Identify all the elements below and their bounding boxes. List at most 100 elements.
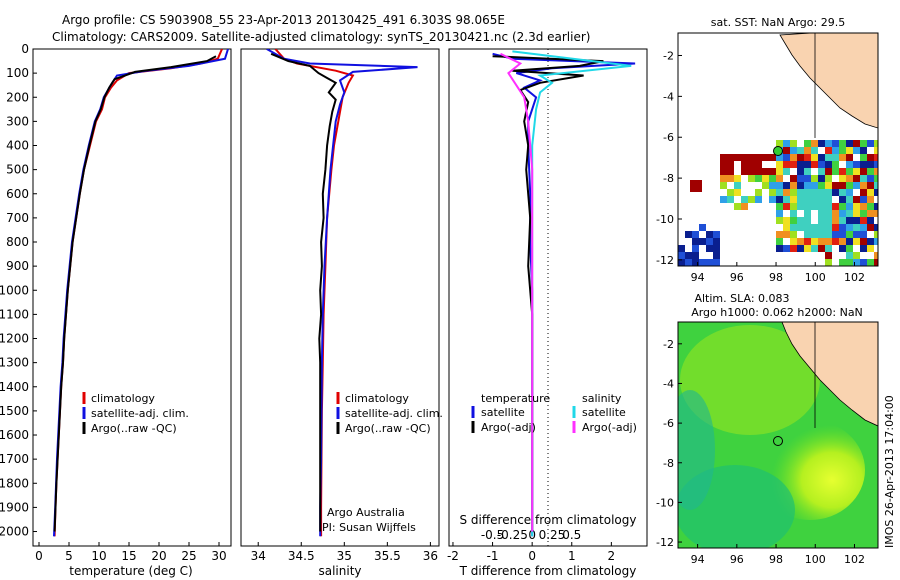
x-tick-label: 1 — [568, 549, 576, 563]
sst-cell — [825, 245, 832, 252]
sst-cell — [867, 203, 874, 210]
map-y-tick-label: -12 — [656, 254, 674, 267]
sst-cell — [811, 231, 818, 238]
sst-cell — [706, 238, 713, 245]
sst-cell — [790, 196, 797, 203]
sst-cell — [825, 231, 832, 238]
sst-cell — [776, 210, 783, 217]
x-tick-label: 34 — [251, 549, 266, 563]
sst-map-frame — [677, 32, 879, 267]
sla-map-frame — [677, 321, 879, 549]
sst-cell — [720, 196, 727, 203]
sst-cell — [846, 259, 853, 266]
map-y-tick-label: -8 — [663, 172, 674, 185]
sst-cell — [804, 245, 811, 252]
series-argo-raw-qc- — [270, 52, 338, 532]
sst-cell — [818, 182, 825, 189]
sst-cell — [860, 168, 867, 175]
sst-cell — [692, 231, 699, 238]
sla-low-area — [678, 390, 715, 510]
sst-cell — [811, 196, 818, 203]
sst-cell — [818, 224, 825, 231]
sst-cell — [811, 154, 818, 161]
sst-cell — [811, 245, 818, 252]
legend-label: satellite — [582, 406, 626, 419]
sst-cell — [797, 154, 804, 161]
sst-cell — [790, 203, 797, 210]
sst-cell — [853, 224, 860, 231]
sst-cell — [853, 182, 860, 189]
s-diff-tick-label: -0.5 — [481, 528, 504, 542]
map-x-tick-label: 98 — [769, 553, 783, 566]
sst-cell — [832, 182, 839, 189]
sst-cell — [860, 147, 867, 154]
salinity-difference-x-axis: -0.5-0.25 0 0.250.5 — [481, 528, 581, 542]
sst-cell — [797, 168, 804, 175]
sst-cell — [755, 161, 762, 168]
sla-high-area — [680, 325, 820, 435]
sst-cell — [727, 189, 734, 196]
depth-tick-label: 1100 — [0, 307, 29, 321]
sst-cell — [874, 147, 878, 154]
sst-cell — [706, 231, 713, 238]
sst-cell — [818, 238, 825, 245]
sst-cell — [741, 196, 748, 203]
map-y-tick-label: -10 — [656, 213, 674, 226]
salinity-legend: climatology satellite-adj. clim. Argo(..… — [322, 392, 443, 534]
sst-cell — [755, 168, 762, 175]
sst-cell — [846, 196, 853, 203]
x-tick-label: 25 — [181, 549, 196, 563]
sst-cell — [734, 203, 741, 210]
sst-cell — [853, 196, 860, 203]
sst-cell — [769, 175, 776, 182]
sst-cell — [685, 252, 692, 259]
sst-cell — [811, 224, 818, 231]
sst-cell — [755, 175, 762, 182]
depth-tick-label: 200 — [6, 90, 29, 104]
s-diff-tick-label: 0.25 — [539, 528, 566, 542]
sst-cell — [790, 210, 797, 217]
sst-cell — [797, 217, 804, 224]
map-x-tick-label: 94 — [691, 553, 705, 566]
x-tick-label: 2 — [608, 549, 616, 563]
sst-cell — [678, 259, 685, 266]
sst-cell — [867, 259, 874, 266]
depth-tick-label: 1800 — [0, 476, 29, 490]
sst-cell — [811, 182, 818, 189]
sst-cell — [874, 231, 878, 238]
sst-cell — [825, 161, 832, 168]
sst-cell — [846, 182, 853, 189]
sst-cell — [734, 182, 741, 189]
sst-cell — [853, 252, 860, 259]
pi-label: PI: Susan Wijffels — [322, 521, 416, 534]
sst-cell — [860, 154, 867, 161]
sst-cell — [860, 182, 867, 189]
depth-tick-label: 1000 — [0, 283, 29, 297]
depth-tick-label: 700 — [6, 211, 29, 225]
map-x-tick-label: 96 — [730, 271, 744, 284]
sst-cell — [692, 238, 699, 245]
sst-cell — [713, 252, 720, 259]
sst-cell — [783, 245, 790, 252]
map-x-tick-label: 102 — [844, 271, 865, 284]
sst-cell — [818, 140, 825, 147]
sst-cell — [727, 175, 734, 182]
sst-cell — [853, 203, 860, 210]
sst-cell — [783, 217, 790, 224]
sst-cell — [804, 210, 811, 217]
depth-tick-label: 0 — [21, 42, 29, 56]
sst-cell — [783, 231, 790, 238]
sst-cell — [839, 182, 846, 189]
series-s-argo-adj- — [500, 52, 534, 532]
sst-cell — [867, 210, 874, 217]
sst-cell — [846, 231, 853, 238]
difference-x-axis: -2 -1 0 1 2 — [447, 542, 615, 563]
sst-cell — [825, 259, 832, 266]
sst-cell — [804, 203, 811, 210]
sst-cell — [846, 252, 853, 259]
sst-cell — [790, 140, 797, 147]
sst-cell — [776, 182, 783, 189]
sst-cell — [797, 182, 804, 189]
sst-cell — [846, 161, 853, 168]
sst-cell — [769, 168, 776, 175]
